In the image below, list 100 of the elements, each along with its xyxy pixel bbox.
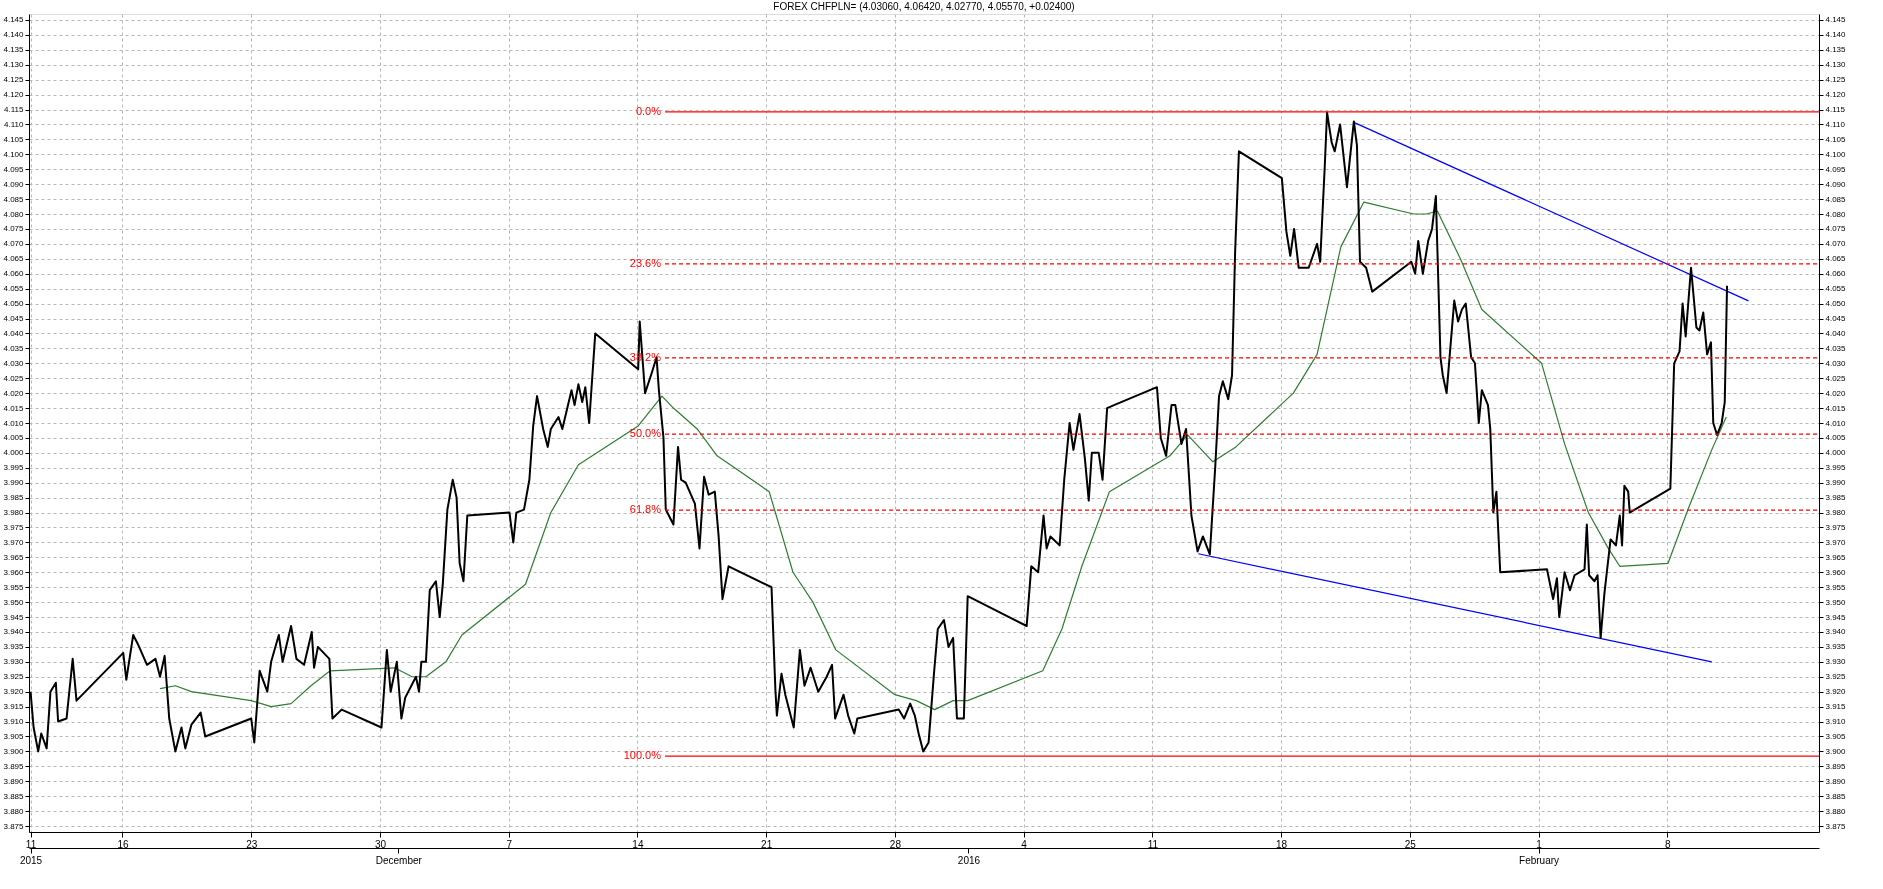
y2-tick-label: 3.985: [1825, 493, 1847, 503]
y2-tick-label: 4.080: [1825, 209, 1847, 219]
y-tick-label: 3.915: [3, 702, 25, 712]
y-tick-label: 4.140: [3, 30, 25, 40]
y-tick-label: 4.095: [3, 164, 25, 174]
y-tick-label: 4.065: [3, 254, 25, 264]
y-tick-label: 4.145: [3, 15, 25, 25]
y-tick-label: 4.015: [3, 403, 25, 413]
x-tick-label: 4: [1021, 838, 1028, 850]
y-tick-label: 3.980: [3, 508, 25, 518]
y-tick-label: 3.955: [3, 582, 25, 592]
y2-tick-label: 3.895: [1825, 761, 1847, 771]
y2-tick-label: 4.145: [1825, 15, 1847, 25]
chart-title: FOREX CHFPLN= (4.03060, 4.06420, 4.02770, 4.05570, +0.02400): [773, 1, 1075, 12]
y-tick-label: 3.900: [3, 746, 25, 756]
y-tick-label: 4.040: [3, 328, 25, 338]
y2-tick-label: 3.980: [1825, 508, 1847, 518]
x-tick-label: 23: [246, 838, 258, 850]
y-tick-label: 3.930: [3, 657, 25, 667]
y2-tick-label: 3.965: [1825, 552, 1847, 562]
y-tick-label: 4.045: [3, 314, 25, 324]
y-tick-label: 4.035: [3, 343, 25, 353]
y2-tick-label: 4.055: [1825, 284, 1847, 294]
y-tick-label: 3.975: [3, 522, 25, 532]
y2-tick-label: 3.950: [1825, 597, 1847, 607]
y2-tick-label: 3.910: [1825, 717, 1847, 727]
x-tick-label: 21: [761, 838, 773, 850]
y2-tick-label: 4.030: [1825, 358, 1847, 368]
y2-tick-label: 4.130: [1825, 60, 1847, 70]
y2-tick-label: 4.110: [1825, 119, 1846, 129]
y-tick-label: 4.010: [3, 418, 25, 428]
y-tick-label: 4.075: [3, 224, 25, 234]
y-tick-label: 3.970: [3, 537, 25, 547]
y-tick-label: 4.110: [4, 119, 25, 129]
y-tick-label: 3.995: [3, 463, 25, 473]
y2-tick-label: 4.050: [1825, 299, 1847, 309]
y2-tick-label: 3.875: [1825, 821, 1847, 831]
y2-tick-label: 4.005: [1825, 433, 1847, 443]
y2-tick-label: 3.920: [1825, 687, 1847, 697]
y-tick-label: 4.070: [3, 239, 25, 249]
y-tick-label: 4.090: [3, 179, 25, 189]
y2-tick-label: 4.060: [1825, 269, 1847, 279]
x-tick-label: 1: [1536, 838, 1543, 850]
y2-tick-label: 4.115: [1825, 105, 1846, 115]
x-tick-label: 11: [1147, 838, 1159, 850]
y2-tick-label: 4.135: [1825, 45, 1847, 55]
y-tick-label: 3.890: [3, 776, 25, 786]
y2-tick-label: 3.935: [1825, 642, 1847, 652]
y-tick-label: 4.135: [3, 45, 25, 55]
y2-tick-label: 4.065: [1825, 254, 1847, 264]
y2-tick-label: 4.100: [1825, 149, 1847, 159]
y2-tick-label: 4.120: [1825, 90, 1847, 100]
y-tick-label: 3.960: [3, 567, 25, 577]
y-tick-label: 3.945: [3, 612, 25, 622]
y2-tick-label: 4.025: [1825, 373, 1847, 383]
y2-tick-label: 4.075: [1825, 224, 1847, 234]
x-tick-label: 16: [117, 838, 129, 850]
y2-tick-label: 3.990: [1825, 478, 1847, 488]
y2-tick-label: 4.105: [1825, 134, 1847, 144]
y-tick-label: 4.025: [3, 373, 25, 383]
y-tick-label: 4.100: [3, 149, 25, 159]
y2-tick-label: 3.880: [1825, 806, 1847, 816]
y-tick-label: 3.950: [3, 597, 25, 607]
y-tick-label: 4.060: [3, 269, 25, 279]
y2-tick-label: 4.125: [1825, 75, 1847, 85]
y-tick-label: 3.910: [3, 717, 25, 727]
y-tick-label: 4.125: [3, 75, 25, 85]
y-tick-label: 4.000: [3, 448, 25, 458]
y-tick-label: 3.920: [3, 687, 25, 697]
y2-tick-label: 4.045: [1825, 314, 1847, 324]
y2-tick-label: 3.905: [1825, 731, 1847, 741]
y2-tick-label: 3.925: [1825, 672, 1847, 682]
y2-tick-label: 3.915: [1825, 702, 1847, 712]
y-tick-label: 3.990: [3, 478, 25, 488]
x2-tick-label: 2016: [957, 854, 981, 866]
y2-tick-label: 4.010: [1825, 418, 1847, 428]
y2-tick-label: 3.960: [1825, 567, 1847, 577]
x-tick-label: 18: [1276, 838, 1288, 850]
y2-tick-label: 3.940: [1825, 627, 1847, 637]
y-tick-label: 3.875: [3, 821, 25, 831]
y2-tick-label: 3.900: [1825, 746, 1847, 756]
x-tick-label: 8: [1665, 838, 1671, 850]
y-tick-label: 3.965: [3, 552, 25, 562]
x-tick-label: 25: [1404, 838, 1417, 850]
y-tick-label: 4.050: [3, 299, 25, 309]
series-label: 61.8%: [629, 503, 662, 516]
y2-tick-label: 3.945: [1825, 612, 1847, 622]
y-tick-label: 3.885: [3, 791, 25, 801]
y2-tick-label: 4.095: [1825, 164, 1847, 174]
y2-tick-label: 4.000: [1825, 448, 1847, 458]
y-tick-label: 4.130: [3, 60, 25, 70]
x-tick-label: 11: [25, 838, 37, 850]
y-tick-label: 4.055: [3, 284, 25, 294]
line-series: [159, 201, 1727, 711]
x2-tick-label: 2015: [19, 854, 43, 866]
y-tick-label: 4.030: [3, 358, 25, 368]
y-tick-label: 4.120: [3, 90, 25, 100]
series-label: 50.0%: [629, 427, 662, 440]
y-tick-label: 4.085: [3, 194, 25, 204]
x2-tick-label: December: [375, 854, 423, 866]
